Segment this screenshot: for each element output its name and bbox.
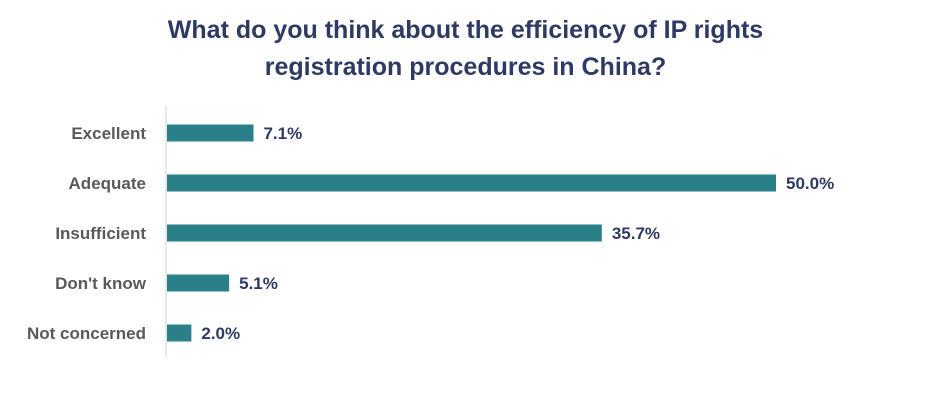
value-labels-group: 7.1% 50.0% 35.7% 5.1% 2.0% [201, 124, 834, 343]
category-label-not-concerned: Not concerned [27, 324, 146, 343]
bar-insufficient [167, 224, 602, 242]
bars-group [167, 124, 776, 342]
chart-title: What do you think about the efficiency o… [0, 12, 931, 86]
bar-not-concerned [167, 324, 192, 342]
category-label-excellent: Excellent [71, 124, 146, 143]
chart-title-line-2: registration procedures in China? [264, 53, 667, 81]
category-label-adequate: Adequate [69, 174, 146, 193]
bar-don-t-know [167, 274, 230, 292]
bar-adequate [167, 174, 776, 192]
bar-excellent [167, 124, 254, 142]
value-label-don-t-know: 5.1% [239, 274, 278, 293]
chart-title-line-1: What do you think about the efficiency o… [167, 16, 764, 44]
value-label-insufficient: 35.7% [612, 224, 660, 243]
value-label-not-concerned: 2.0% [201, 324, 240, 343]
category-label-insufficient: Insufficient [55, 224, 146, 243]
value-label-adequate: 50.0% [786, 174, 834, 193]
value-label-excellent: 7.1% [263, 124, 302, 143]
category-label-don-t-know: Don't know [55, 274, 147, 293]
category-labels-group: Excellent Adequate Insufficient Don't know N… [27, 124, 147, 343]
